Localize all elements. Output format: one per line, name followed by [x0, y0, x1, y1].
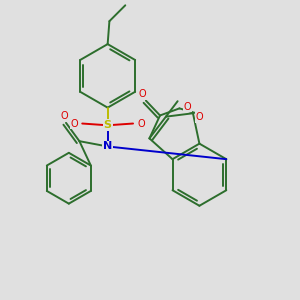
- Text: O: O: [137, 118, 145, 128]
- Text: O: O: [183, 102, 191, 112]
- Text: S: S: [103, 120, 112, 130]
- Text: N: N: [103, 142, 112, 152]
- Text: O: O: [196, 112, 203, 122]
- Text: O: O: [139, 89, 146, 99]
- Text: O: O: [60, 111, 68, 121]
- Text: O: O: [71, 118, 78, 128]
